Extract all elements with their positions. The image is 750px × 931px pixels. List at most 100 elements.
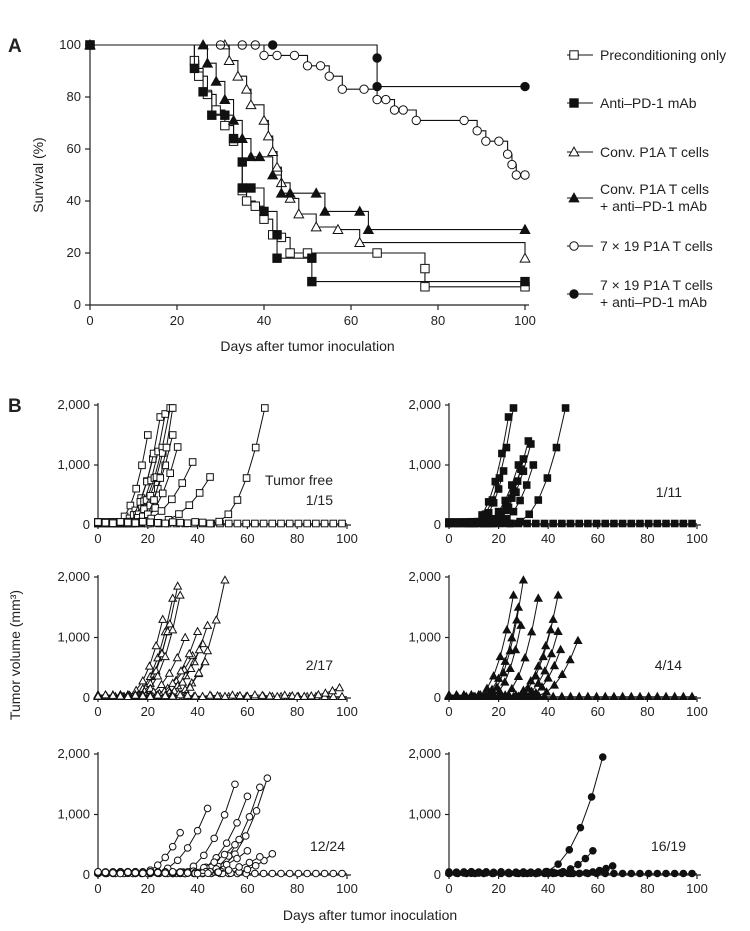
- km-point: [307, 253, 317, 263]
- y-tick-label: 0: [434, 867, 441, 882]
- y-tick-label: 2,000: [408, 397, 441, 412]
- growth-point: [210, 834, 218, 843]
- growth-point: [161, 519, 170, 528]
- growth-point: [173, 581, 183, 590]
- growth-point: [474, 519, 483, 527]
- km-point: [372, 81, 382, 92]
- km-point: [310, 187, 322, 198]
- growth-point: [168, 518, 177, 526]
- baseline-point: [643, 691, 654, 701]
- km-point: [272, 253, 282, 263]
- panel-a-y-tick-label: 60: [67, 141, 81, 156]
- baseline-point: [610, 869, 618, 878]
- growth-point: [598, 753, 607, 761]
- growth-point: [494, 485, 503, 493]
- km-point: [372, 94, 382, 105]
- growth-point: [145, 691, 155, 700]
- growth-point: [574, 860, 582, 869]
- growth-point: [131, 519, 140, 527]
- legend-label: Anti–PD-1 mAb: [600, 95, 697, 111]
- growth-line: [97, 687, 340, 697]
- growth-point: [512, 869, 520, 877]
- baseline-point: [277, 869, 285, 878]
- km-point: [285, 248, 295, 258]
- baseline-point: [688, 869, 696, 878]
- growth-point: [193, 869, 202, 878]
- km-point: [302, 61, 313, 71]
- growth-point: [241, 832, 250, 840]
- km-point: [262, 130, 275, 141]
- growth-point: [543, 673, 553, 682]
- growth-point: [608, 862, 617, 870]
- baseline-point: [549, 519, 557, 528]
- growth-point: [94, 518, 102, 526]
- y-tick-label: 1,000: [408, 630, 441, 645]
- growth-point: [131, 868, 140, 877]
- tumor-growth-subplot-6: 0 20 40 60 80 100 0 1,000 2,000 16/19: [408, 746, 707, 896]
- growth-point: [161, 853, 170, 862]
- growth-point: [512, 488, 520, 497]
- growth-point: [549, 680, 560, 689]
- km-point: [362, 223, 375, 234]
- baseline-point: [617, 691, 628, 701]
- growth-point: [533, 678, 543, 687]
- growth-point: [178, 479, 187, 487]
- baseline-point: [610, 519, 618, 528]
- km-point: [189, 63, 200, 74]
- baseline-point: [653, 869, 662, 878]
- baseline-point: [644, 869, 653, 878]
- panel-b-y-axis-label: Tumor volume (mm³): [7, 590, 23, 720]
- x-tick-label: 80: [290, 704, 304, 719]
- y-tick-label: 2,000: [57, 569, 90, 584]
- growth-point: [569, 869, 577, 878]
- baseline-point: [635, 691, 645, 701]
- growth-point: [466, 691, 476, 701]
- growth-point: [499, 467, 508, 475]
- x-tick-label: 80: [290, 531, 304, 546]
- growth-point: [198, 518, 207, 527]
- growth-point: [589, 847, 597, 855]
- baseline-point: [601, 519, 610, 528]
- growth-point: [116, 518, 125, 526]
- baseline-point: [338, 519, 346, 528]
- growth-point: [527, 440, 535, 448]
- growth-point: [263, 774, 272, 783]
- growth-point: [153, 861, 162, 869]
- baseline-point: [259, 869, 268, 878]
- growth-point: [452, 868, 461, 877]
- panel-a-y-tick-label: 0: [74, 297, 81, 312]
- growth-point: [175, 690, 185, 699]
- panel-a-x-tick-label: 80: [431, 313, 445, 328]
- km-point: [310, 221, 322, 232]
- km-point: [228, 133, 239, 144]
- growth-point: [235, 690, 245, 700]
- baseline-point: [679, 869, 688, 878]
- x-tick-label: 0: [445, 881, 452, 896]
- growth-point: [153, 519, 162, 527]
- x-tick-label: 100: [336, 704, 358, 719]
- km-point: [237, 157, 247, 167]
- x-tick-label: 80: [640, 704, 654, 719]
- km-point: [201, 57, 214, 68]
- growth-curve-12: [94, 404, 269, 528]
- growth-point: [251, 861, 260, 870]
- growth-point: [132, 484, 140, 493]
- growth-point: [541, 687, 552, 696]
- baseline-point: [687, 691, 697, 701]
- growth-point: [211, 615, 221, 624]
- tumor-free-annotation: 16/19: [651, 838, 686, 854]
- baseline-point: [644, 519, 653, 528]
- x-tick-label: 20: [141, 704, 155, 719]
- km-point: [85, 40, 95, 50]
- km-point: [359, 84, 369, 94]
- growth-point: [489, 518, 498, 527]
- growth-curve-10: [94, 853, 264, 878]
- growth-point: [557, 669, 567, 678]
- km-point: [307, 276, 317, 287]
- growth-point: [138, 690, 148, 700]
- km-series-1: [85, 40, 530, 292]
- x-tick-label: 20: [491, 881, 505, 896]
- km-point: [420, 282, 430, 292]
- baseline-point: [294, 869, 303, 878]
- growth-point: [460, 869, 468, 877]
